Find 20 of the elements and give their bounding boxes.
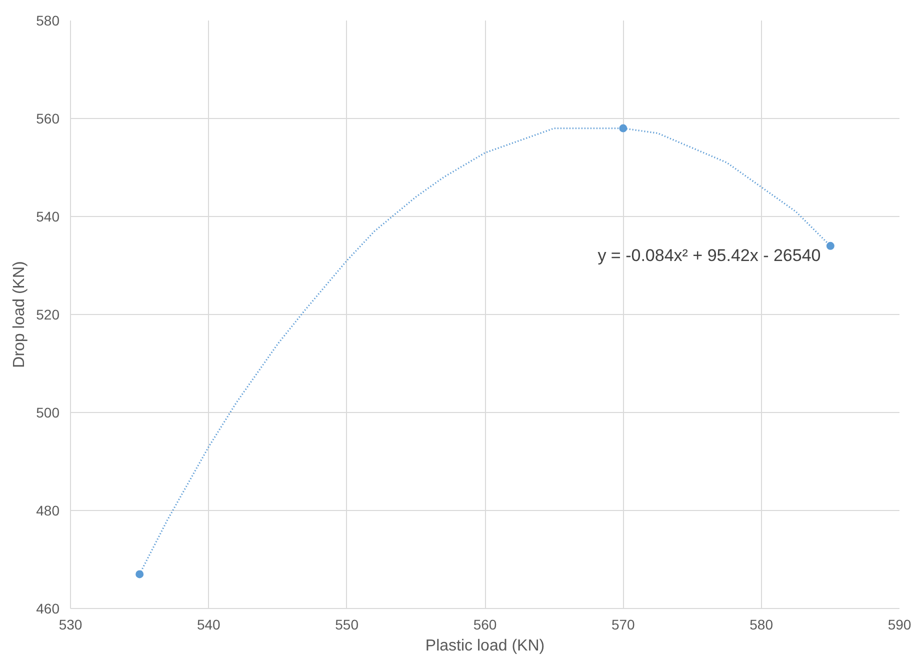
y-tick-label: 540 [36,208,60,224]
x-tick-label: 560 [473,616,497,632]
x-tick-label: 570 [611,616,636,632]
y-tick-label: 500 [36,404,60,420]
x-tick-label: 580 [750,616,774,632]
point [619,124,628,132]
annotation: y = -0.084x² + 95.42x - 26540 [598,246,821,266]
point [136,570,144,578]
x-tick-label: 530 [58,616,82,632]
y-tick-label: 460 [36,600,60,616]
y-tick-label: 580 [36,12,60,28]
y-tick-label: 520 [36,306,60,322]
x-tick-label: 550 [335,616,359,632]
x-tick-label: 540 [196,616,221,632]
y-axis-title: Drop load (KN) [11,261,28,368]
x-tick-label: 590 [888,616,912,632]
point [826,242,834,250]
y-tick-label: 480 [36,502,60,518]
y-tick-label: 560 [36,110,60,126]
x-axis-title: Plastic load (KN) [425,638,545,654]
